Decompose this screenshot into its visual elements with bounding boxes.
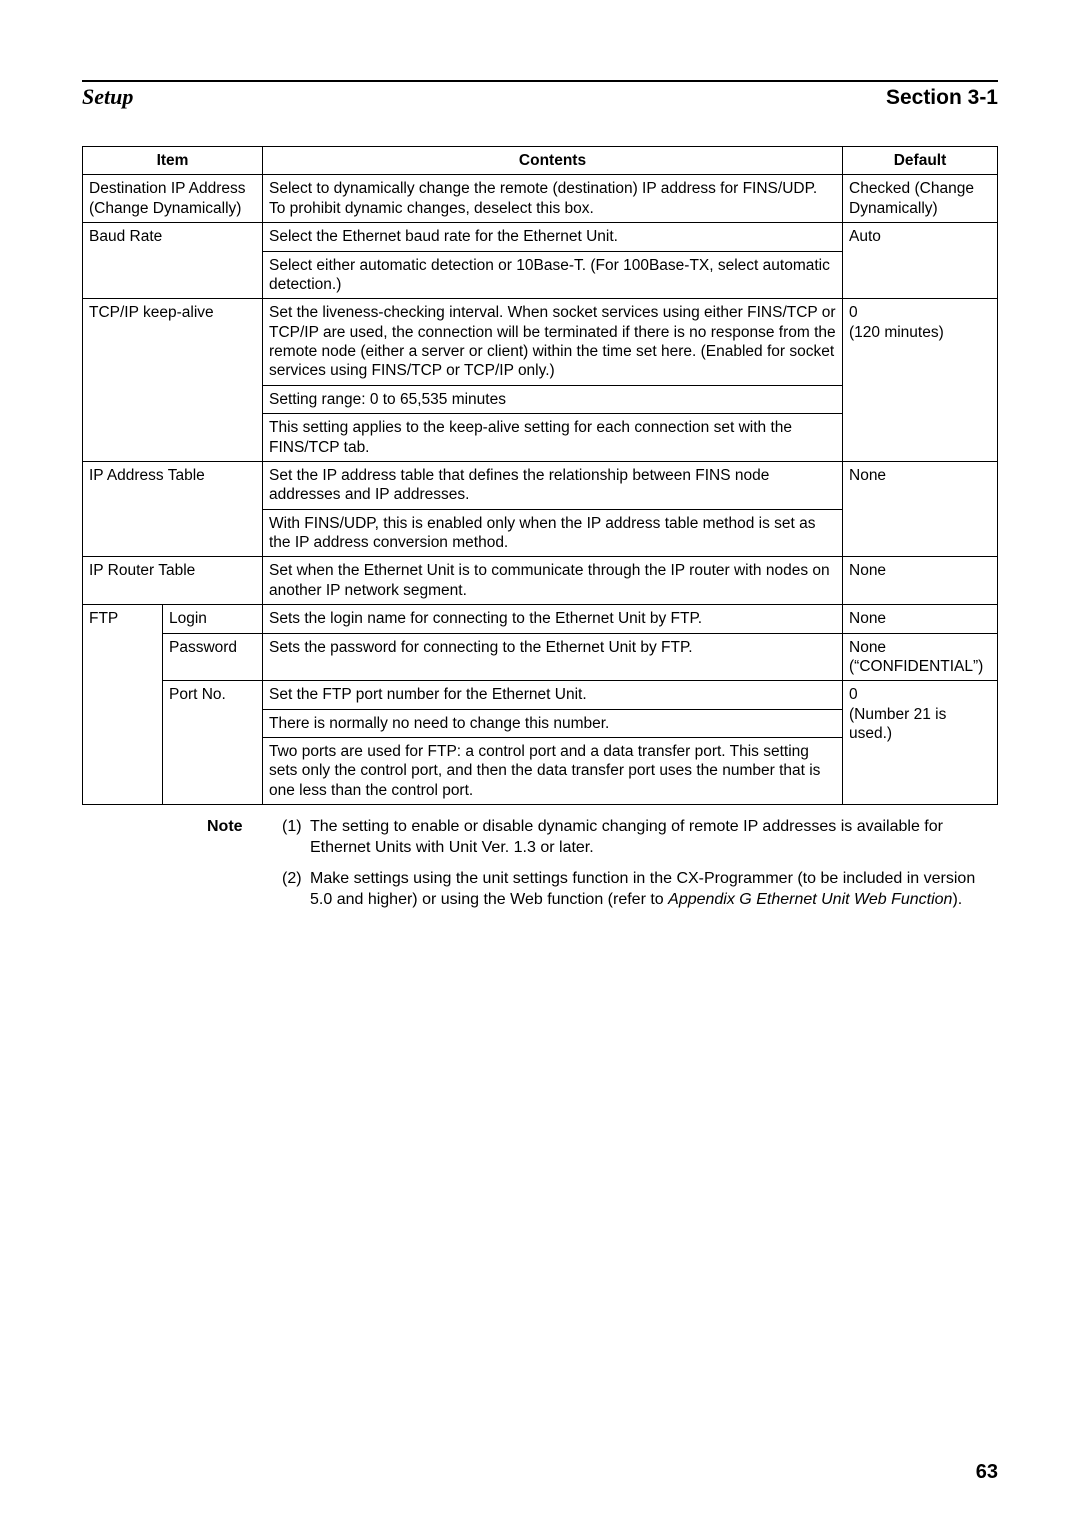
- cell-default: None: [843, 461, 998, 557]
- table-row: Baud Rate Select the Ethernet baud rate …: [83, 223, 998, 251]
- cell-contents-p: Set the FTP port number for the Ethernet…: [269, 685, 836, 704]
- cell-contents: Select the Ethernet baud rate for the Et…: [263, 223, 843, 251]
- cell-item: FTP: [83, 605, 163, 805]
- cell-contents-p: Set when the Ethernet Unit is to communi…: [269, 561, 836, 600]
- cell-item: IP Router Table: [83, 557, 263, 605]
- cell-item: Baud Rate: [83, 223, 263, 299]
- cell-contents-p: Sets the login name for connecting to th…: [269, 609, 836, 628]
- cell-contents: Sets the password for connecting to the …: [263, 633, 843, 681]
- cell-contents-p: With FINS/UDP, this is enabled only when…: [269, 514, 836, 553]
- cell-contents: Set when the Ethernet Unit is to communi…: [263, 557, 843, 605]
- cell-contents-p: Two ports are used for FTP: a control po…: [269, 742, 836, 800]
- note-item: (2) Make settings using the unit setting…: [282, 869, 998, 911]
- table-header-row: Item Contents Default: [83, 147, 998, 175]
- cell-default: 0 (120 minutes): [843, 299, 998, 462]
- cell-default: Auto: [843, 223, 998, 299]
- cell-contents: This setting applies to the keep-alive s…: [263, 414, 843, 462]
- cell-default: Checked (Change Dynamically): [843, 175, 998, 223]
- cell-contents-p: There is normally no need to change this…: [269, 714, 836, 733]
- cell-contents-p: Select either automatic detection or 10B…: [269, 256, 836, 295]
- col-header-contents: Contents: [263, 147, 843, 175]
- note-text-after: ).: [952, 891, 962, 908]
- cell-contents: With FINS/UDP, this is enabled only when…: [263, 509, 843, 557]
- table-row: TCP/IP keep-alive Set the liveness-check…: [83, 299, 998, 386]
- note-text: The setting to enable or disable dynamic…: [310, 817, 998, 859]
- note-item: Note (1) The setting to enable or disabl…: [282, 817, 998, 859]
- cell-contents-p: Select to dynamically change the remote …: [269, 179, 836, 218]
- cell-contents: Setting range: 0 to 65,535 minutes: [263, 385, 843, 413]
- cell-subitem: Port No.: [163, 681, 263, 805]
- header-title-right: Section 3-1: [886, 86, 998, 110]
- table-row: IP Address Table Set the IP address tabl…: [83, 461, 998, 509]
- col-header-default: Default: [843, 147, 998, 175]
- cell-item: TCP/IP keep-alive: [83, 299, 263, 462]
- cell-contents-p: Select the Ethernet baud rate for the Et…: [269, 227, 836, 246]
- cell-subitem: Password: [163, 633, 263, 681]
- page-header: Setup Section 3-1: [82, 84, 998, 110]
- cell-default: None: [843, 605, 998, 633]
- cell-subitem: Login: [163, 605, 263, 633]
- cell-default: None (“CONFIDENTIAL”): [843, 633, 998, 681]
- cell-contents: Set the IP address table that defines th…: [263, 461, 843, 509]
- note-text: Make settings using the unit settings fu…: [310, 869, 998, 911]
- header-rule: [82, 80, 998, 82]
- table-row: Password Sets the password for connectin…: [83, 633, 998, 681]
- cell-contents: Set the FTP port number for the Ethernet…: [263, 681, 843, 709]
- header-title-left: Setup: [82, 84, 133, 110]
- cell-contents: Select to dynamically change the remote …: [263, 175, 843, 223]
- page-number: 63: [976, 1461, 998, 1484]
- table-row: FTP Login Sets the login name for connec…: [83, 605, 998, 633]
- note-label: Note: [207, 817, 243, 838]
- cell-contents-p: Sets the password for connecting to the …: [269, 638, 836, 657]
- cell-contents: Set the liveness-checking interval. When…: [263, 299, 843, 386]
- cell-item: IP Address Table: [83, 461, 263, 557]
- cell-default: None: [843, 557, 998, 605]
- cell-default: 0 (Number 21 is used.): [843, 681, 998, 805]
- table-row: Destination IP Address (Change Dynamical…: [83, 175, 998, 223]
- cell-contents-p: This setting applies to the keep-alive s…: [269, 418, 836, 457]
- notes-block: Note (1) The setting to enable or disabl…: [82, 817, 998, 910]
- cell-item: Destination IP Address (Change Dynamical…: [83, 175, 263, 223]
- col-header-item: Item: [83, 147, 263, 175]
- settings-table: Item Contents Default Destination IP Add…: [82, 146, 998, 805]
- cell-contents: Two ports are used for FTP: a control po…: [263, 738, 843, 805]
- cell-contents-p: Set the liveness-checking interval. When…: [269, 303, 836, 381]
- cell-contents: Select either automatic detection or 10B…: [263, 251, 843, 299]
- cell-contents-p: Setting range: 0 to 65,535 minutes: [269, 390, 836, 409]
- note-number: (1): [282, 817, 310, 859]
- table-row: Port No. Set the FTP port number for the…: [83, 681, 998, 709]
- note-number: (2): [282, 869, 310, 911]
- cell-contents-p: Set the IP address table that defines th…: [269, 466, 836, 505]
- note-text-italic: Appendix G Ethernet Unit Web Function: [668, 891, 952, 908]
- table-row: IP Router Table Set when the Ethernet Un…: [83, 557, 998, 605]
- cell-contents: Sets the login name for connecting to th…: [263, 605, 843, 633]
- cell-contents: There is normally no need to change this…: [263, 709, 843, 737]
